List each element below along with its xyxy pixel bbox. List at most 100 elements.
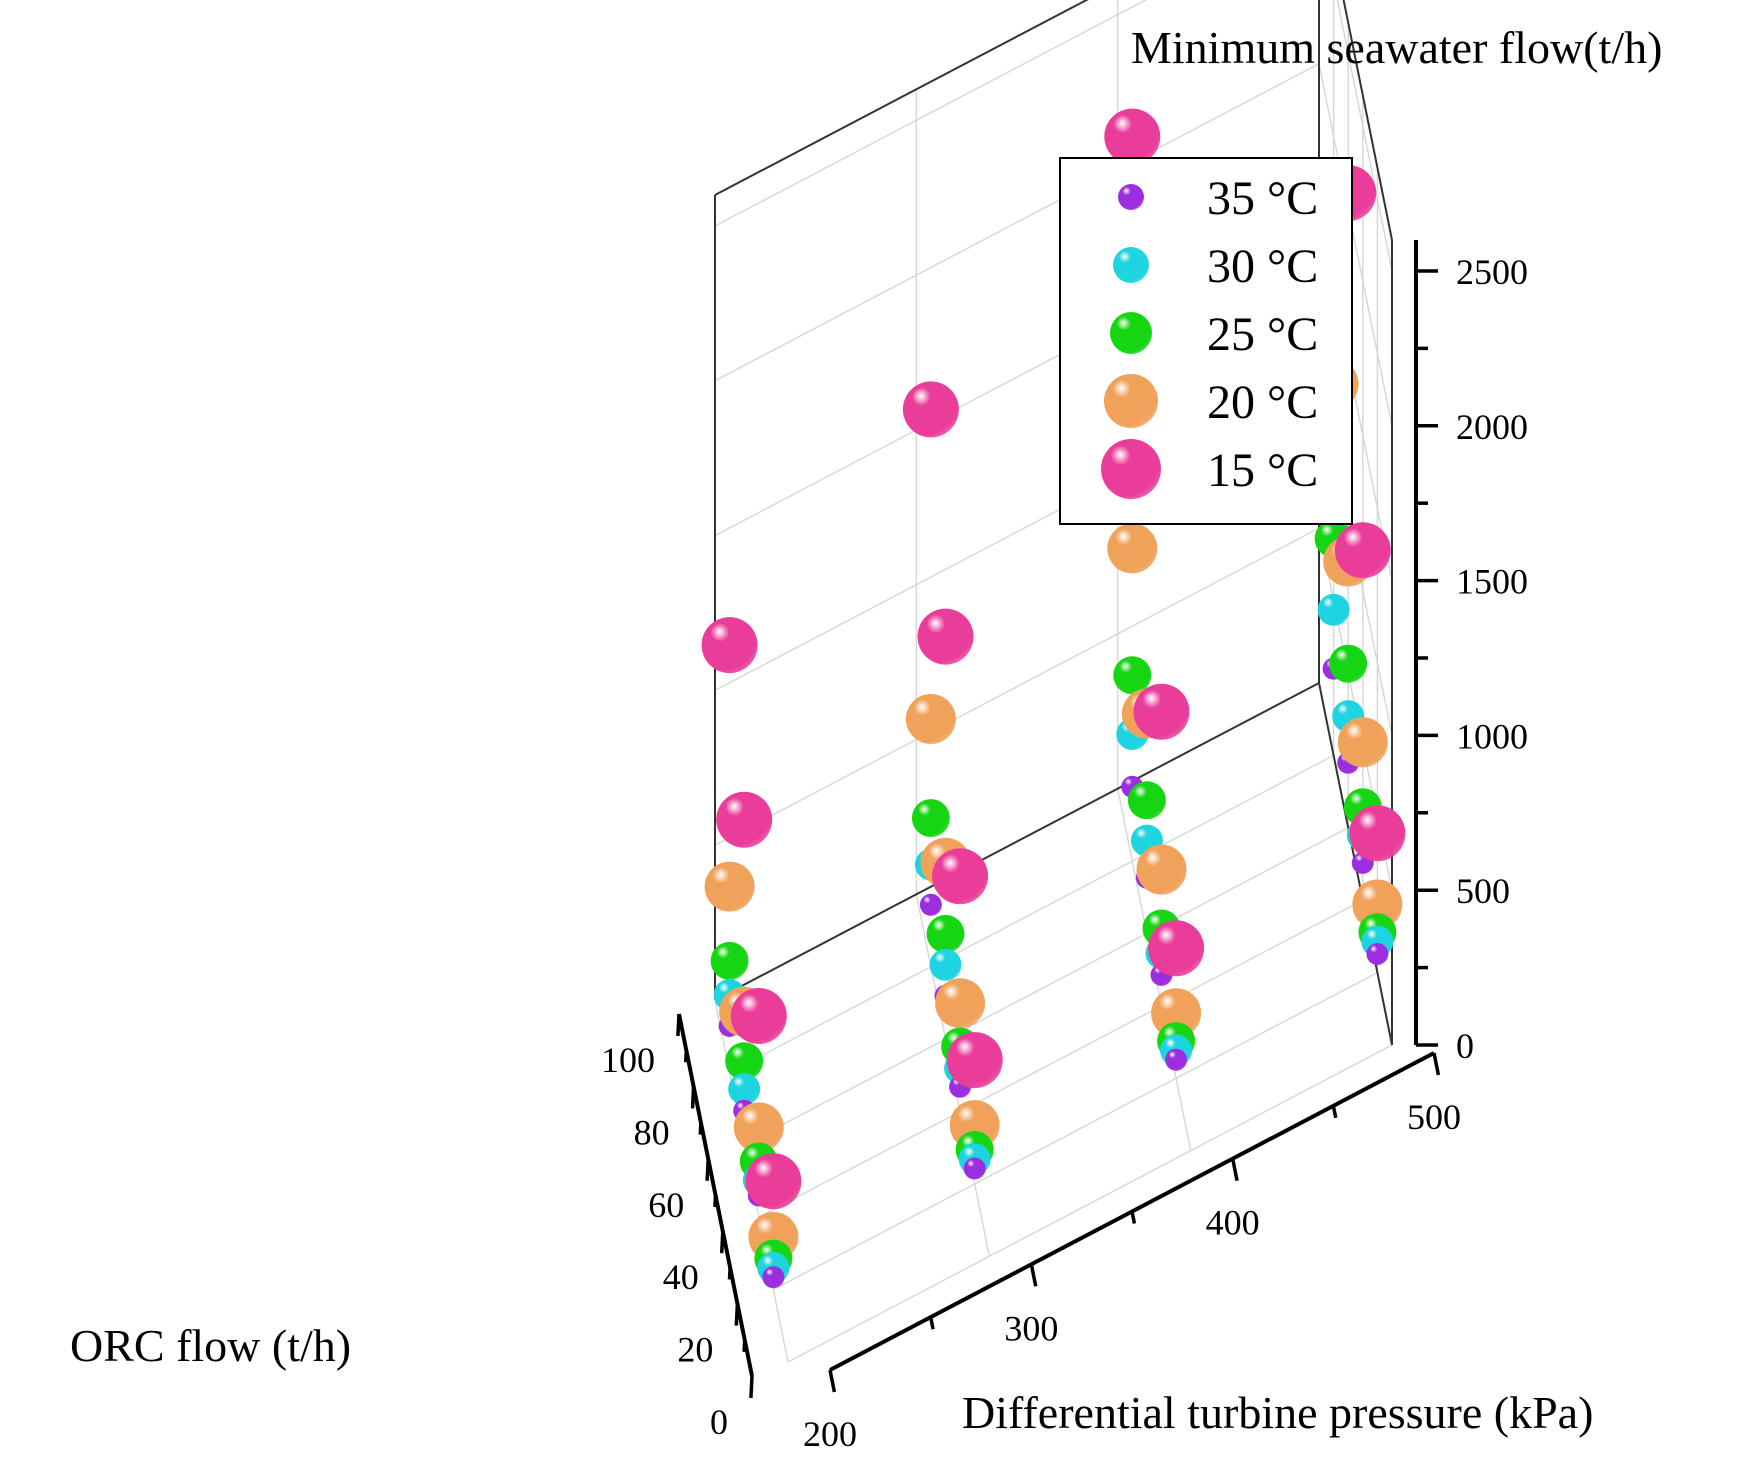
z-tick-label: 2500 [1456, 252, 1528, 292]
y-tick-label: 500 [1407, 1097, 1461, 1137]
legend-label: 15 °C [1207, 444, 1318, 497]
data-point [1334, 522, 1391, 579]
floor-grid-line [743, 827, 1349, 1146]
box-edge [714, 0, 1089, 196]
legend-marker [1118, 184, 1144, 210]
data-point [963, 1157, 986, 1180]
y-tick-label: 300 [1004, 1308, 1058, 1348]
box-edge [1342, 0, 1393, 241]
data-point [1136, 844, 1187, 895]
data-point [935, 978, 986, 1029]
x-tick-label: 80 [634, 1112, 670, 1152]
data-point [730, 988, 787, 1044]
side-wall-grid-line [714, 63, 1320, 382]
x-axis-minor-tick [713, 1194, 718, 1208]
y-axis-minor-tick [1130, 1211, 1137, 1224]
y-axis-major-tick [1029, 1263, 1038, 1287]
x-tick-label: 0 [710, 1402, 728, 1442]
y-axis-minor-tick [928, 1316, 935, 1330]
y-axis-major-tick [1432, 1052, 1441, 1076]
side-wall-grid-line [714, 527, 1320, 846]
data-point [1148, 920, 1205, 977]
data-point [917, 608, 974, 665]
side-wall-grid-line [714, 0, 1148, 227]
legend-marker [1110, 312, 1152, 354]
legend-label: 30 °C [1207, 240, 1318, 293]
x-tick-label: 100 [601, 1040, 655, 1080]
data-point [1151, 988, 1202, 1039]
x-axis-minor-tick [683, 1050, 689, 1063]
floor-grid-line [787, 1044, 1393, 1363]
x-axis-major-tick [734, 1303, 740, 1326]
x-axis-major-tick [705, 1158, 710, 1181]
legend-marker [1101, 439, 1161, 499]
back-wall-grid-line [1318, 63, 1393, 426]
axes: 0 20 40 60 80 100 200 300 400 500 0 500 1000 1500 2000… [601, 240, 1528, 1454]
data-point [1133, 683, 1190, 740]
data-point [919, 893, 942, 916]
data-point [704, 861, 755, 912]
legend: 35 °C 30 °C 25 °C 20 °C 15 °C [1059, 157, 1353, 525]
x-axis-minor-tick [727, 1267, 732, 1280]
data-point [725, 1042, 764, 1081]
data-point [905, 694, 956, 744]
y-tick-label: 400 [1206, 1203, 1260, 1243]
z-tick-label: 1000 [1456, 716, 1528, 756]
y-axis-title: Differential turbine pressure (kPa) [962, 1387, 1593, 1438]
box-edge [714, 682, 1320, 1001]
x-axis-major-tick [749, 1375, 754, 1399]
data-point [946, 1032, 1003, 1089]
y-axis-minor-tick [1331, 1105, 1338, 1119]
data-point [1349, 805, 1406, 862]
data-points [701, 108, 1406, 1289]
x-axis-major-tick [676, 1013, 681, 1037]
data-point [1113, 656, 1152, 695]
legend-marker [1104, 374, 1158, 428]
x-tick-label: 20 [677, 1330, 713, 1370]
x-axis-minor-tick [742, 1339, 747, 1352]
legend-marker [1113, 247, 1149, 283]
data-point [1127, 781, 1166, 820]
data-point [1352, 879, 1403, 930]
back-wall-grid-line [1336, 0, 1393, 272]
floor-grid-line [758, 899, 1364, 1218]
x-axis-title: ORC flow (t/h) [70, 1320, 351, 1371]
data-point [1337, 717, 1388, 768]
legend-label: 25 °C [1207, 308, 1318, 361]
z-axis-title: Minimum seawater flow(t/h) [1131, 22, 1662, 73]
x-tick-label: 40 [663, 1257, 699, 1297]
x-axis-minor-tick [698, 1122, 703, 1135]
data-point [762, 1266, 785, 1289]
data-point [716, 791, 773, 848]
x-tick-label: 60 [648, 1185, 684, 1225]
z-tick-label: 1500 [1456, 562, 1528, 602]
data-point [710, 941, 749, 980]
x-axis-major-tick [719, 1231, 725, 1254]
z-tick-label: 2000 [1456, 407, 1528, 447]
y-tick-label: 200 [803, 1414, 857, 1454]
data-point [932, 848, 989, 905]
data-point [701, 617, 758, 674]
z-tick-label: 500 [1456, 871, 1510, 911]
x-axis-major-tick [690, 1086, 696, 1109]
y-axis-major-tick [828, 1369, 837, 1393]
data-point [745, 1153, 802, 1210]
floor-grid-line [729, 754, 1334, 1074]
data-point [1107, 523, 1158, 574]
legend-label: 20 °C [1207, 376, 1318, 429]
data-point [926, 914, 965, 953]
data-point [1104, 108, 1161, 165]
data-point [911, 799, 950, 838]
data-point [902, 381, 959, 438]
y-axis-major-tick [1230, 1158, 1239, 1182]
data-point [929, 948, 962, 981]
data-point [1317, 593, 1350, 626]
legend-label: 35 °C [1207, 172, 1318, 225]
data-point [733, 1102, 784, 1153]
floor-grid-line [773, 971, 1378, 1291]
z-tick-label: 0 [1456, 1026, 1474, 1066]
data-point [728, 1073, 761, 1106]
data-point [1366, 943, 1389, 965]
data-point [1165, 1048, 1188, 1071]
